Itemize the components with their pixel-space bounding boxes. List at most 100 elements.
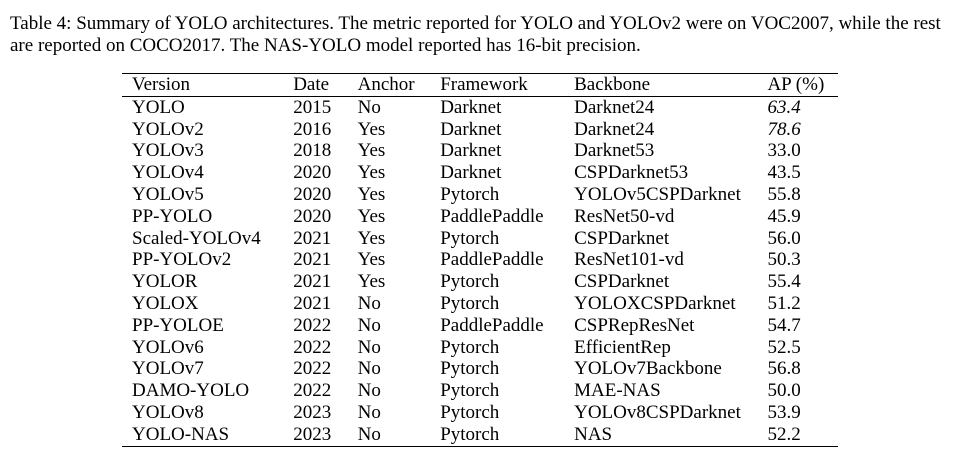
cell-date: 2021 (293, 227, 332, 249)
cell-ap: 52.2 (767, 423, 801, 445)
cell-backbone: YOLOv8CSPDarknet (574, 401, 741, 423)
cell-ap: 53.9 (767, 401, 801, 423)
cell-anchor: No (357, 401, 381, 423)
cell-backbone: Darknet24 (574, 96, 655, 118)
table-row: YOLOv4 2020 Yes Darknet CSPDarknet53 43.5 (122, 162, 838, 184)
cell-ap: 50.3 (767, 249, 801, 271)
cell-anchor: No (357, 380, 381, 402)
cell-framework: PaddlePaddle (440, 314, 544, 336)
cell-ap: 54.7 (767, 314, 801, 336)
cell-ap: 50.0 (767, 380, 801, 402)
text-selection-highlight: O (173, 249, 187, 271)
table-row: YOLOv3 2018 Yes Darknet Darknet53 33.0 (122, 140, 838, 162)
cell-anchor: Yes (357, 249, 386, 271)
cell-version: YOLOv6 (132, 336, 204, 358)
header-backbone: Backbone (574, 74, 651, 95)
cell-ap: 56.0 (767, 227, 801, 249)
cell-date: 2020 (293, 205, 332, 227)
table-row: YOLOv7 2022 No Pytorch YOLOv7Backbone 56.8 (122, 358, 838, 380)
cell-backbone: CSPRepResNet (574, 314, 695, 336)
cell-backbone: Darknet24 (574, 118, 655, 140)
cell-ap: 78.6 (767, 118, 801, 140)
cell-framework: Pytorch (440, 292, 500, 314)
cell-ap: 52.5 (767, 336, 801, 358)
cell-backbone: CSPDarknet53 (574, 162, 689, 184)
table-row: YOLO 2015 No Darknet Darknet24 63.4 (122, 96, 838, 118)
table-row: PP-YOLOv2 2021 Yes PaddlePaddle ResNet101-vd… (122, 249, 838, 271)
cell-date: 2015 (293, 96, 332, 118)
cell-backbone: ResNet101-vd (574, 249, 684, 271)
table-row: PP-YOLOE 2022 No PaddlePaddle CSPRepResNet 54… (122, 315, 838, 337)
cell-version: YOLOR (132, 271, 198, 293)
cell-version: YOLOv3 (132, 140, 204, 162)
cell-framework: Pytorch (440, 271, 500, 293)
cell-version: YOLOv5 (132, 183, 204, 205)
header-anchor: Anchor (357, 74, 415, 95)
cell-ap: 56.8 (767, 358, 801, 380)
table-row: YOLOv5 2020 Yes Pytorch YOLOv5CSPDarknet 55.8 (122, 184, 838, 206)
cell-backbone: NAS (574, 423, 613, 445)
header-framework: Framework (440, 74, 528, 95)
cell-backbone: CSPDarknet (574, 227, 670, 249)
table-row: Scaled-YOLOv4 2021 Yes Pytorch CSPDarknet 56.… (122, 228, 838, 250)
cell-version: Scaled-YOLOv4 (132, 227, 261, 249)
cell-version: PP-YOLOv2 (132, 249, 232, 271)
cell-anchor: Yes (357, 205, 386, 227)
cell-version: YOLOv7 (132, 358, 204, 380)
cell-date: 2016 (293, 118, 332, 140)
cell-anchor: Yes (357, 227, 386, 249)
cell-ap: 51.2 (767, 292, 801, 314)
header-row: Version Date Anchor Framework Backbone A… (122, 73, 838, 97)
cell-date: 2018 (293, 140, 332, 162)
table-row: YOLOv6 2022 No Pytorch EfficientRep 52.5 (122, 337, 838, 359)
cell-anchor: Yes (357, 140, 386, 162)
cell-anchor: No (357, 314, 381, 336)
yolo-architectures-table: Version Date Anchor Framework Backbone A… (122, 73, 838, 447)
cell-date: 2023 (293, 401, 332, 423)
cell-version: YOLOv8 (132, 401, 204, 423)
cell-framework: Pytorch (440, 423, 500, 445)
table-row: YOLOv2 2016 Yes Darknet Darknet24 78.6 (122, 119, 838, 141)
cell-ap: 55.8 (767, 183, 801, 205)
cell-date: 2022 (293, 380, 332, 402)
cell-backbone: YOLOv7Backbone (574, 358, 722, 380)
cell-version: PP-YOLOE (132, 314, 224, 336)
cell-date: 2023 (293, 423, 332, 445)
cell-version: YOLOv2 (132, 118, 204, 140)
cell-version: PP-YOLO (132, 205, 213, 227)
table-header: Version Date Anchor Framework Backbone A… (122, 73, 838, 97)
cell-backbone: Darknet53 (574, 140, 655, 162)
cell-version: YOLO (132, 96, 185, 118)
cell-framework: Darknet (440, 96, 502, 118)
cell-date: 2021 (293, 249, 332, 271)
cell-backbone: CSPDarknet (574, 271, 670, 293)
cell-date: 2021 (293, 292, 332, 314)
header-ap: AP (%) (767, 74, 825, 95)
cell-date: 2022 (293, 336, 332, 358)
cell-backbone: YOLOv5CSPDarknet (574, 183, 741, 205)
cell-anchor: No (357, 358, 381, 380)
cell-date: 2022 (293, 314, 332, 336)
table-row: DAMO-YOLO 2022 No Pytorch MAE-NAS 50.0 (122, 380, 838, 402)
table-row: YOLOv8 2023 No Pytorch YOLOv8CSPDarknet 53.9 (122, 402, 838, 424)
table-caption: Table 4: Summary of YOLO architectures. … (10, 13, 941, 56)
table-row: YOLOR 2021 Yes Pytorch CSPDarknet 55.4 (122, 271, 838, 293)
cell-framework: PaddlePaddle (440, 249, 544, 271)
cell-framework: Pytorch (440, 227, 500, 249)
cell-framework: PaddlePaddle (440, 205, 544, 227)
cell-anchor: Yes (357, 183, 386, 205)
cell-backbone: YOLOXCSPDarknet (574, 292, 736, 314)
cell-version: YOLOX (132, 292, 199, 314)
table-body: YOLO 2015 No Darknet Darknet24 63.4 YOLOv2 2016… (122, 96, 838, 447)
cell-date: 2022 (293, 358, 332, 380)
cell-version: YOLOv4 (132, 162, 204, 184)
cell-backbone: MAE-NAS (574, 380, 661, 402)
cell-anchor: No (357, 96, 381, 118)
table-row: YOLOX 2021 No Pytorch YOLOXCSPDarknet 51.2 (122, 293, 838, 315)
cell-backbone: ResNet50-vd (574, 205, 675, 227)
cell-framework: Darknet (440, 118, 502, 140)
cell-anchor: Yes (357, 271, 386, 293)
cell-framework: Darknet (440, 140, 502, 162)
cell-framework: Pytorch (440, 380, 500, 402)
cell-framework: Pytorch (440, 336, 500, 358)
